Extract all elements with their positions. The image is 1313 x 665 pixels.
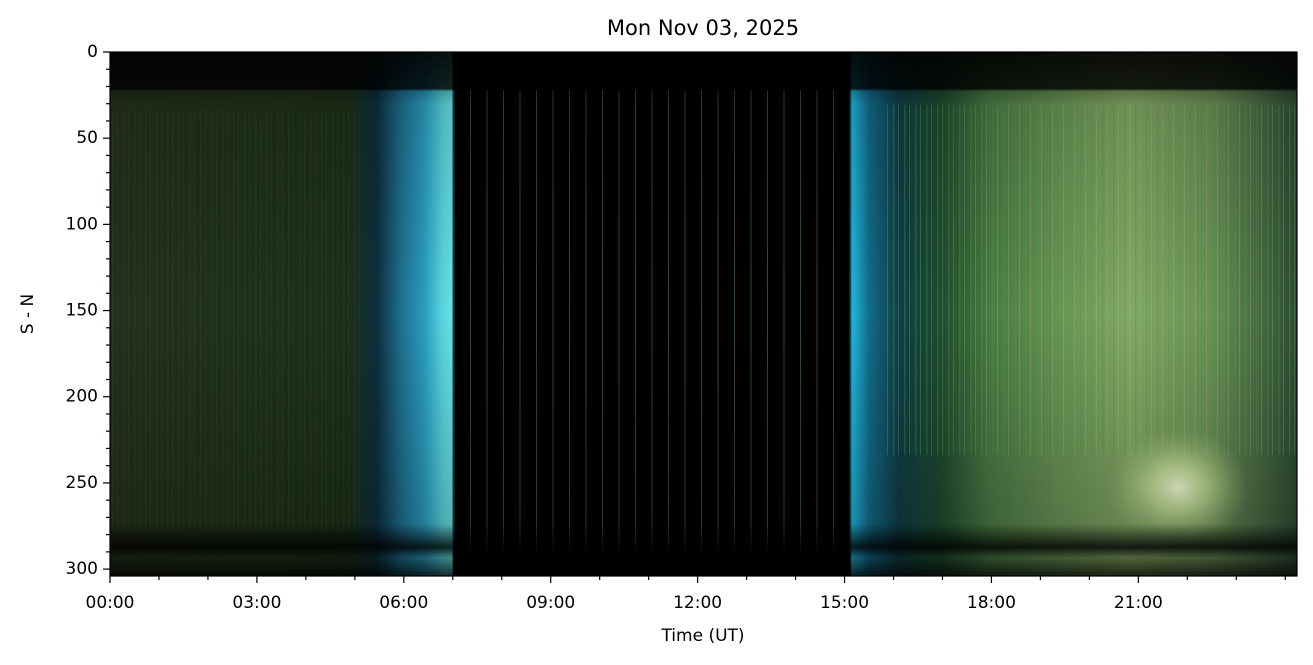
x-tick-label: 09:00 xyxy=(526,593,575,613)
plot-frame xyxy=(109,51,1298,577)
chart-title: Mon Nov 03, 2025 xyxy=(607,16,799,40)
x-tick-label: 00:00 xyxy=(86,593,135,613)
y-tick-label: 50 xyxy=(76,128,98,148)
y-axis-label: S - N xyxy=(18,294,38,334)
y-tick-label: 100 xyxy=(66,214,98,234)
y-tick-label: 300 xyxy=(66,559,98,579)
y-tick-label: 200 xyxy=(66,387,98,407)
x-tick-label: 15:00 xyxy=(820,593,869,613)
y-tick-label: 250 xyxy=(66,473,98,493)
y-tick-label: 0 xyxy=(87,42,98,62)
x-tick-label: 18:00 xyxy=(967,593,1016,613)
y-tick-label: 150 xyxy=(66,301,98,321)
x-axis-label: Time (UT) xyxy=(660,626,744,646)
keogram-image xyxy=(110,52,1297,576)
x-tick-label: 21:00 xyxy=(1114,593,1163,613)
x-tick-label: 03:00 xyxy=(232,593,281,613)
x-tick-label: 06:00 xyxy=(379,593,428,613)
x-tick-label: 12:00 xyxy=(673,593,722,613)
